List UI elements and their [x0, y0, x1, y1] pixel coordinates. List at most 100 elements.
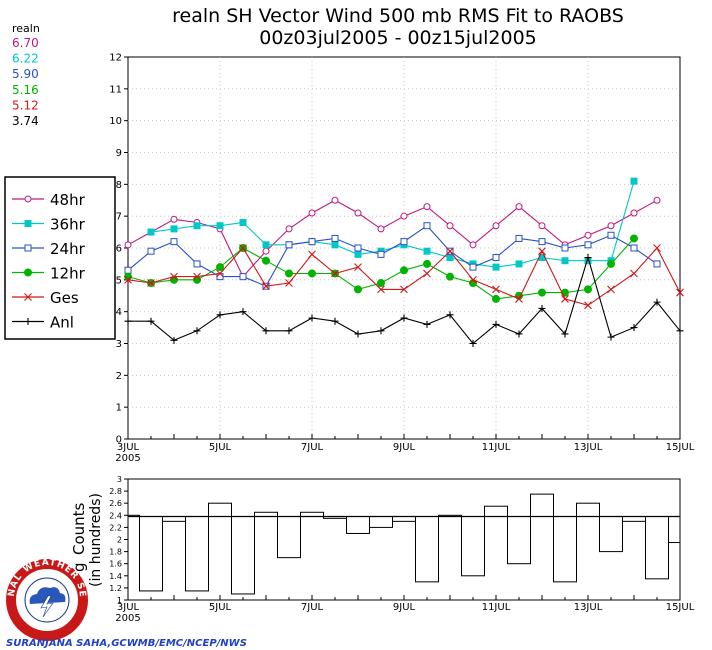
count-y-tick-label: 2.8	[109, 487, 122, 496]
data-point-24hr	[239, 273, 247, 281]
data-point-anl	[607, 333, 615, 341]
data-point-36hr	[216, 222, 224, 230]
data-point-36hr	[492, 263, 500, 271]
averages-legend: realn 6.70 6.225.90 5.165.12 3.74	[12, 22, 40, 128]
series-ges	[124, 244, 684, 310]
data-point-anl	[377, 327, 385, 335]
legend-marker-24hr	[24, 244, 32, 252]
data-point-48hr	[446, 222, 454, 230]
data-point-36hr	[354, 250, 362, 258]
count-bars-layer	[127, 493, 681, 595]
legend-label-48hr: 48hr	[50, 191, 86, 209]
main-x-tick-label: 15JUL	[666, 442, 695, 453]
data-point-anl	[423, 320, 431, 328]
main-y-tick-label: 7	[116, 212, 122, 223]
data-point-24hr	[469, 263, 477, 271]
data-point-36hr	[630, 177, 638, 185]
data-point-ges	[607, 285, 615, 294]
series-legend-box	[4, 176, 116, 340]
series-legend: 48hr 36hr 24hr 12hr Ges Anl	[4, 176, 116, 340]
count-bar	[576, 502, 600, 518]
data-point-48hr	[584, 231, 592, 239]
data-point-24hr	[170, 238, 178, 246]
data-point-anl	[354, 330, 362, 338]
data-point-anl	[124, 317, 132, 325]
series-anl	[124, 254, 684, 347]
average-value: 5.12	[12, 98, 39, 112]
count-bar	[415, 516, 439, 583]
data-point-anl	[538, 304, 546, 312]
count-bar	[553, 516, 577, 583]
data-point-24hr	[377, 250, 385, 258]
data-point-12hr	[216, 263, 224, 272]
series-36hr	[147, 177, 638, 271]
count-bar	[484, 505, 508, 518]
legend-label-24hr: 24hr	[50, 240, 86, 258]
data-point-ges	[216, 269, 224, 278]
data-point-anl	[630, 324, 638, 332]
data-point-48hr	[653, 196, 661, 204]
data-point-ges	[354, 263, 362, 271]
data-point-48hr	[354, 209, 362, 217]
data-point-36hr	[331, 241, 339, 249]
data-point-36hr	[193, 222, 201, 230]
count-x-tick-label: 9JUL	[393, 602, 416, 613]
main-x-tick-label: 9JUL	[393, 442, 416, 453]
data-point-48hr	[469, 241, 477, 249]
data-point-24hr	[331, 234, 339, 242]
main-y-tick-label: 9	[116, 148, 122, 159]
main-y-tick-label: 5	[116, 275, 122, 286]
count-ylabel-prefix: g	[70, 562, 88, 572]
legend-marker-anl	[24, 318, 32, 325]
count-x-tick-label: 3JUL	[117, 602, 140, 613]
data-point-24hr	[147, 247, 155, 255]
data-point-24hr	[400, 238, 408, 246]
data-point-36hr	[147, 228, 155, 236]
main-x-tick-label: 3JUL	[117, 442, 140, 453]
data-point-12hr	[400, 266, 408, 275]
data-point-24hr	[124, 266, 132, 274]
main-x-tick-label: 11JUL	[482, 442, 511, 453]
count-bar	[507, 516, 531, 565]
data-point-12hr	[446, 272, 454, 281]
data-point-anl	[216, 311, 224, 319]
main-y-tick-label: 3	[116, 339, 122, 350]
data-point-36hr	[561, 257, 569, 265]
count-bar	[300, 511, 324, 518]
data-point-36hr	[538, 254, 546, 262]
data-point-ges	[515, 295, 523, 303]
data-point-24hr	[653, 260, 661, 268]
data-point-ges	[308, 250, 316, 259]
count-x-tick-label: 11JUL	[482, 602, 511, 613]
count-bar	[645, 516, 669, 580]
data-point-anl	[584, 254, 592, 262]
data-point-36hr	[446, 254, 454, 262]
main-y-tick-label: 6	[116, 244, 122, 255]
count-bar	[185, 516, 209, 592]
data-point-anl	[170, 336, 178, 344]
count-x-tick-sublabel: 2005	[115, 613, 140, 624]
data-point-ges	[492, 285, 500, 294]
data-point-24hr	[630, 244, 638, 252]
data-point-48hr	[124, 241, 132, 249]
data-point-24hr	[515, 234, 523, 242]
main-x-tick-label: 7JUL	[301, 442, 324, 453]
count-bar	[254, 511, 278, 518]
count-bar	[277, 516, 301, 559]
average-value: 3.74	[12, 114, 39, 128]
data-point-12hr	[377, 279, 385, 288]
count-y-tick-label: 1	[117, 596, 122, 605]
data-point-36hr	[423, 247, 431, 255]
count-bar	[599, 516, 623, 553]
data-point-ges	[262, 282, 270, 291]
series-12hr	[124, 234, 638, 303]
data-point-48hr	[377, 225, 385, 233]
data-point-ges	[170, 272, 178, 281]
legend-label-12hr: 12hr	[50, 265, 86, 283]
data-point-24hr	[492, 254, 500, 262]
data-point-anl	[239, 308, 247, 316]
data-point-ges	[285, 279, 293, 287]
